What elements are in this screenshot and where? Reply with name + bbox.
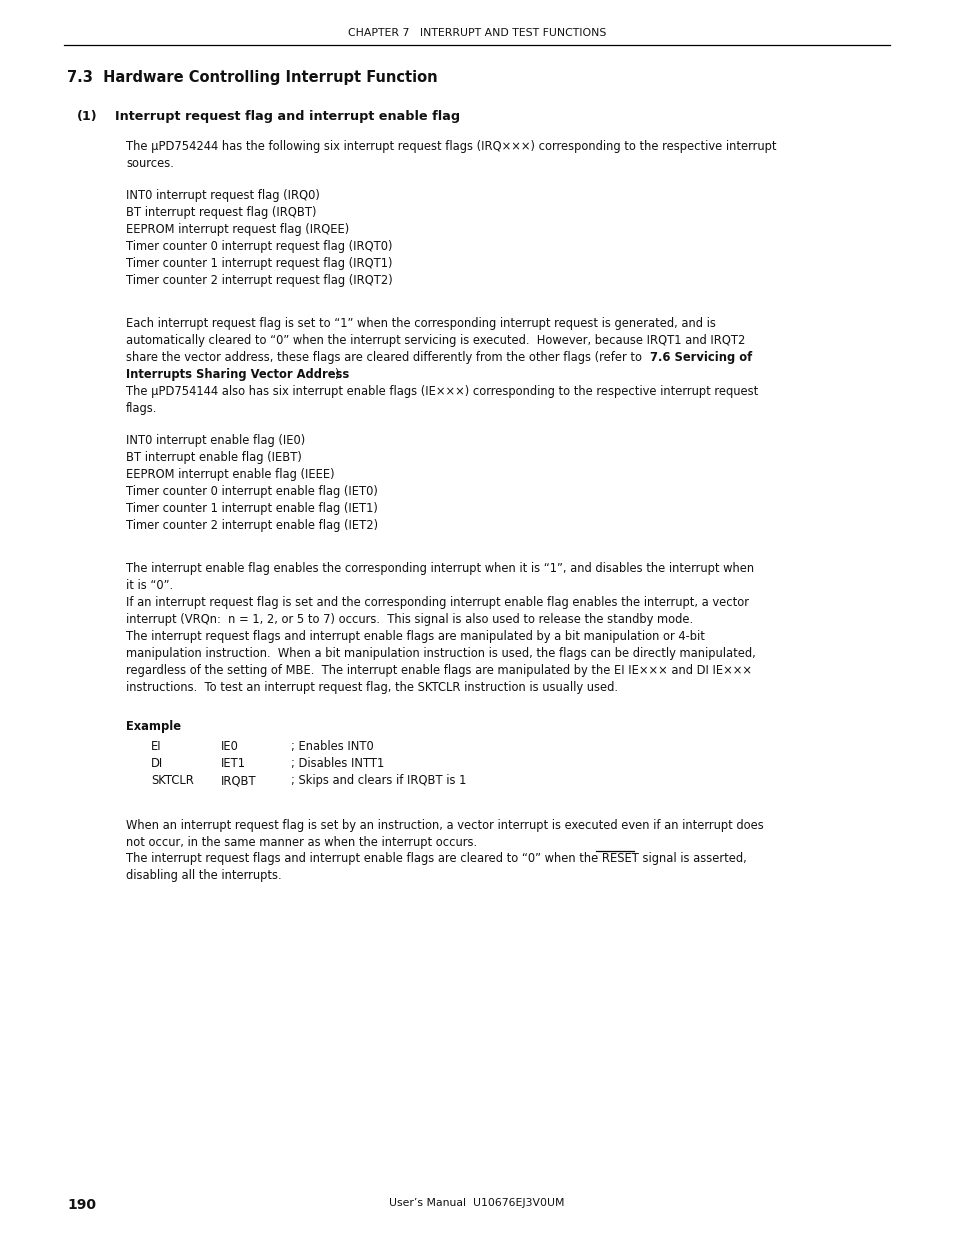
Text: Timer counter 1 interrupt request flag (IRQT1): Timer counter 1 interrupt request flag (… [126, 257, 392, 270]
Text: The interrupt enable flag enables the corresponding interrupt when it is “1”, an: The interrupt enable flag enables the co… [126, 562, 753, 576]
Text: Timer counter 2 interrupt enable flag (IET2): Timer counter 2 interrupt enable flag (I… [126, 519, 377, 532]
Text: IRQBT: IRQBT [221, 774, 256, 787]
Text: The interrupt request flags and interrupt enable flags are manipulated by a bit : The interrupt request flags and interrup… [126, 630, 704, 643]
Text: INT0 interrupt request flag (IRQ0): INT0 interrupt request flag (IRQ0) [126, 189, 319, 203]
Text: DI: DI [151, 757, 163, 769]
Text: Timer counter 1 interrupt enable flag (IET1): Timer counter 1 interrupt enable flag (I… [126, 501, 377, 515]
Text: ; Disables INTT1: ; Disables INTT1 [291, 757, 384, 769]
Text: sources.: sources. [126, 157, 173, 170]
Text: BT interrupt enable flag (IEBT): BT interrupt enable flag (IEBT) [126, 451, 301, 464]
Text: EEPROM interrupt request flag (IRQEE): EEPROM interrupt request flag (IRQEE) [126, 224, 349, 236]
Text: INT0 interrupt enable flag (IE0): INT0 interrupt enable flag (IE0) [126, 433, 305, 447]
Text: instructions.  To test an interrupt request flag, the SKTCLR instruction is usua: instructions. To test an interrupt reque… [126, 680, 618, 694]
Text: SKTCLR: SKTCLR [151, 774, 193, 787]
Text: flags.: flags. [126, 403, 157, 415]
Text: regardless of the setting of MBE.  The interrupt enable flags are manipulated by: regardless of the setting of MBE. The in… [126, 664, 751, 677]
Text: 190: 190 [67, 1198, 96, 1212]
Text: Example: Example [126, 720, 181, 734]
Text: EI: EI [151, 740, 161, 753]
Text: Timer counter 0 interrupt enable flag (IET0): Timer counter 0 interrupt enable flag (I… [126, 485, 377, 498]
Text: Timer counter 2 interrupt request flag (IRQT2): Timer counter 2 interrupt request flag (… [126, 274, 393, 287]
Text: Timer counter 0 interrupt request flag (IRQT0): Timer counter 0 interrupt request flag (… [126, 240, 392, 253]
Text: EEPROM interrupt enable flag (IEEE): EEPROM interrupt enable flag (IEEE) [126, 468, 335, 480]
Text: IE0: IE0 [221, 740, 238, 753]
Text: manipulation instruction.  When a bit manipulation instruction is used, the flag: manipulation instruction. When a bit man… [126, 647, 755, 659]
Text: ).: ). [334, 368, 342, 382]
Text: automatically cleared to “0” when the interrupt servicing is executed.  However,: automatically cleared to “0” when the in… [126, 333, 744, 347]
Text: it is “0”.: it is “0”. [126, 579, 172, 592]
Text: User’s Manual  U10676EJ3V0UM: User’s Manual U10676EJ3V0UM [389, 1198, 564, 1208]
Text: ; Enables INT0: ; Enables INT0 [291, 740, 374, 753]
Text: Interrupt request flag and interrupt enable flag: Interrupt request flag and interrupt ena… [115, 110, 459, 124]
Text: Interrupts Sharing Vector Address: Interrupts Sharing Vector Address [126, 368, 349, 382]
Text: The interrupt request flags and interrupt enable flags are cleared to “0” when t: The interrupt request flags and interrup… [126, 852, 746, 864]
Text: (1): (1) [77, 110, 97, 124]
Text: disabling all the interrupts.: disabling all the interrupts. [126, 869, 281, 882]
Text: not occur, in the same manner as when the interrupt occurs.: not occur, in the same manner as when th… [126, 836, 476, 848]
Text: BT interrupt request flag (IRQBT): BT interrupt request flag (IRQBT) [126, 206, 316, 219]
Text: If an interrupt request flag is set and the corresponding interrupt enable flag : If an interrupt request flag is set and … [126, 597, 748, 609]
Text: The μPD754144 also has six interrupt enable flags (IE×××) corresponding to the r: The μPD754144 also has six interrupt ena… [126, 385, 758, 398]
Text: share the vector address, these flags are cleared differently from the other fla: share the vector address, these flags ar… [126, 351, 645, 364]
Text: The μPD754244 has the following six interrupt request flags (IRQ×××) correspondi: The μPD754244 has the following six inte… [126, 140, 776, 153]
Text: When an interrupt request flag is set by an instruction, a vector interrupt is e: When an interrupt request flag is set by… [126, 819, 763, 832]
Text: CHAPTER 7   INTERRUPT AND TEST FUNCTIONS: CHAPTER 7 INTERRUPT AND TEST FUNCTIONS [348, 28, 605, 38]
Text: interrupt (VRQn:  n = 1, 2, or 5 to 7) occurs.  This signal is also used to rele: interrupt (VRQn: n = 1, 2, or 5 to 7) oc… [126, 613, 693, 626]
Text: 7.6 Servicing of: 7.6 Servicing of [649, 351, 752, 364]
Text: IET1: IET1 [221, 757, 246, 769]
Text: ; Skips and clears if IRQBT is 1: ; Skips and clears if IRQBT is 1 [291, 774, 466, 787]
Text: Each interrupt request flag is set to “1” when the corresponding interrupt reque: Each interrupt request flag is set to “1… [126, 317, 715, 330]
Text: 7.3  Hardware Controlling Interrupt Function: 7.3 Hardware Controlling Interrupt Funct… [67, 70, 437, 85]
